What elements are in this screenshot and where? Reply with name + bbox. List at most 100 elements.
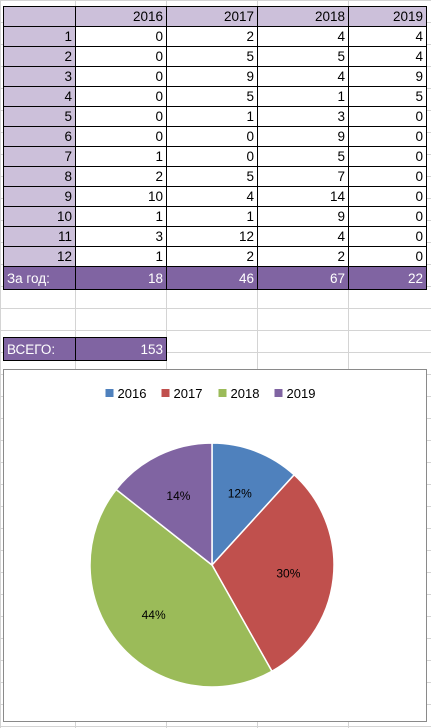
- legend-item-2016[interactable]: 2016: [105, 386, 147, 401]
- value-cell[interactable]: 0: [348, 106, 427, 127]
- value-cell[interactable]: 4: [348, 26, 427, 47]
- column-gridline: [166, 0, 167, 728]
- month-label-cell[interactable]: 2: [3, 46, 76, 67]
- value-cell[interactable]: 0: [75, 66, 167, 87]
- legend-swatch: [218, 389, 227, 397]
- pie-slices: [89, 442, 335, 688]
- table-row: 9 10 4 14 0: [3, 186, 427, 207]
- value-cell[interactable]: 5: [166, 166, 258, 187]
- month-label-cell[interactable]: 8: [3, 166, 76, 187]
- month-label-cell[interactable]: 11: [3, 226, 76, 247]
- value-cell[interactable]: 1: [75, 206, 167, 227]
- header-corner-cell[interactable]: [3, 6, 76, 27]
- pie-slice-2016[interactable]: [211, 442, 296, 567]
- value-cell[interactable]: 2: [166, 26, 258, 47]
- month-label-cell[interactable]: 12: [3, 246, 76, 267]
- value-cell[interactable]: 0: [75, 106, 167, 127]
- header-year-cell[interactable]: 2018: [257, 6, 349, 27]
- pie-data-label: 14%: [166, 489, 190, 503]
- header-year-cell[interactable]: 2019: [348, 6, 427, 27]
- year-total-label[interactable]: За год:: [3, 266, 76, 290]
- legend-item-2017[interactable]: 2017: [161, 386, 203, 401]
- value-cell[interactable]: 10: [75, 186, 167, 207]
- value-cell[interactable]: 9: [257, 126, 349, 147]
- year-total-cell[interactable]: 22: [348, 266, 427, 290]
- value-cell[interactable]: 5: [257, 46, 349, 67]
- year-total-cell[interactable]: 18: [75, 266, 167, 290]
- value-cell[interactable]: 0: [166, 126, 258, 147]
- value-cell[interactable]: 4: [257, 66, 349, 87]
- pie-chart[interactable]: 2016 2017 2018 2019 12% 30% 44% 14%: [3, 369, 427, 722]
- value-cell[interactable]: 7: [257, 166, 349, 187]
- pie-data-label: 30%: [276, 567, 300, 581]
- pie-slice-2018[interactable]: [89, 488, 273, 688]
- month-label-cell[interactable]: 10: [3, 206, 76, 227]
- column-gridline: [348, 0, 349, 728]
- year-total-cell[interactable]: 67: [257, 266, 349, 290]
- pie-slice-2019[interactable]: [115, 442, 213, 567]
- value-cell[interactable]: 0: [348, 246, 427, 267]
- legend-label: 2018: [231, 386, 260, 401]
- year-total-cell[interactable]: 46: [166, 266, 258, 290]
- value-cell[interactable]: 12: [166, 226, 258, 247]
- value-cell[interactable]: 0: [75, 26, 167, 47]
- value-cell[interactable]: 4: [348, 46, 427, 67]
- value-cell[interactable]: 0: [348, 206, 427, 227]
- value-cell[interactable]: 0: [348, 226, 427, 247]
- grand-total-table: ВСЕГО: 153: [3, 337, 167, 361]
- value-cell[interactable]: 1: [75, 246, 167, 267]
- grand-total-value[interactable]: 153: [75, 337, 167, 361]
- pie-data-labels: 12% 30% 44% 14%: [142, 486, 301, 622]
- value-cell[interactable]: 2: [75, 166, 167, 187]
- grand-total-label[interactable]: ВСЕГО:: [3, 337, 76, 361]
- value-cell[interactable]: 0: [348, 166, 427, 187]
- value-cell[interactable]: 5: [348, 86, 427, 107]
- value-cell[interactable]: 0: [75, 126, 167, 147]
- legend-item-2019[interactable]: 2019: [274, 386, 316, 401]
- value-cell[interactable]: 5: [257, 146, 349, 167]
- month-label-cell[interactable]: 4: [3, 86, 76, 107]
- value-cell[interactable]: 0: [75, 46, 167, 67]
- value-cell[interactable]: 5: [166, 46, 258, 67]
- header-year-cell[interactable]: 2016: [75, 6, 167, 27]
- value-cell[interactable]: 0: [75, 86, 167, 107]
- pie-slice-2017[interactable]: [211, 473, 335, 673]
- table-row: 10 1 1 9 0: [3, 206, 427, 227]
- value-cell[interactable]: 1: [75, 146, 167, 167]
- value-cell[interactable]: 1: [166, 106, 258, 127]
- legend-swatch: [161, 389, 170, 397]
- month-label-cell[interactable]: 7: [3, 146, 76, 167]
- value-cell[interactable]: 14: [257, 186, 349, 207]
- value-cell[interactable]: 2: [166, 246, 258, 267]
- month-label-cell[interactable]: 3: [3, 66, 76, 87]
- pie-data-label: 12%: [228, 486, 252, 500]
- value-cell[interactable]: 9: [348, 66, 427, 87]
- value-cell[interactable]: 9: [257, 206, 349, 227]
- month-label-cell[interactable]: 9: [3, 186, 76, 207]
- value-cell[interactable]: 0: [166, 146, 258, 167]
- value-cell[interactable]: 0: [348, 126, 427, 147]
- value-cell[interactable]: 4: [257, 226, 349, 247]
- legend-item-2018[interactable]: 2018: [218, 386, 260, 401]
- table-row: 11 3 12 4 0: [3, 226, 427, 247]
- value-cell[interactable]: 3: [75, 226, 167, 247]
- value-cell[interactable]: 1: [257, 86, 349, 107]
- value-cell[interactable]: 5: [166, 86, 258, 107]
- month-label-cell[interactable]: 5: [3, 106, 76, 127]
- value-cell[interactable]: 1: [166, 206, 258, 227]
- month-label-cell[interactable]: 1: [3, 26, 76, 47]
- month-label-cell[interactable]: 6: [3, 126, 76, 147]
- header-year-cell[interactable]: 2017: [166, 6, 258, 27]
- value-cell[interactable]: 9: [166, 66, 258, 87]
- value-cell[interactable]: 0: [348, 186, 427, 207]
- value-cell[interactable]: 4: [257, 26, 349, 47]
- value-cell[interactable]: 4: [166, 186, 258, 207]
- value-cell[interactable]: 3: [257, 106, 349, 127]
- value-cell[interactable]: 0: [348, 146, 427, 167]
- value-cell[interactable]: 2: [257, 246, 349, 267]
